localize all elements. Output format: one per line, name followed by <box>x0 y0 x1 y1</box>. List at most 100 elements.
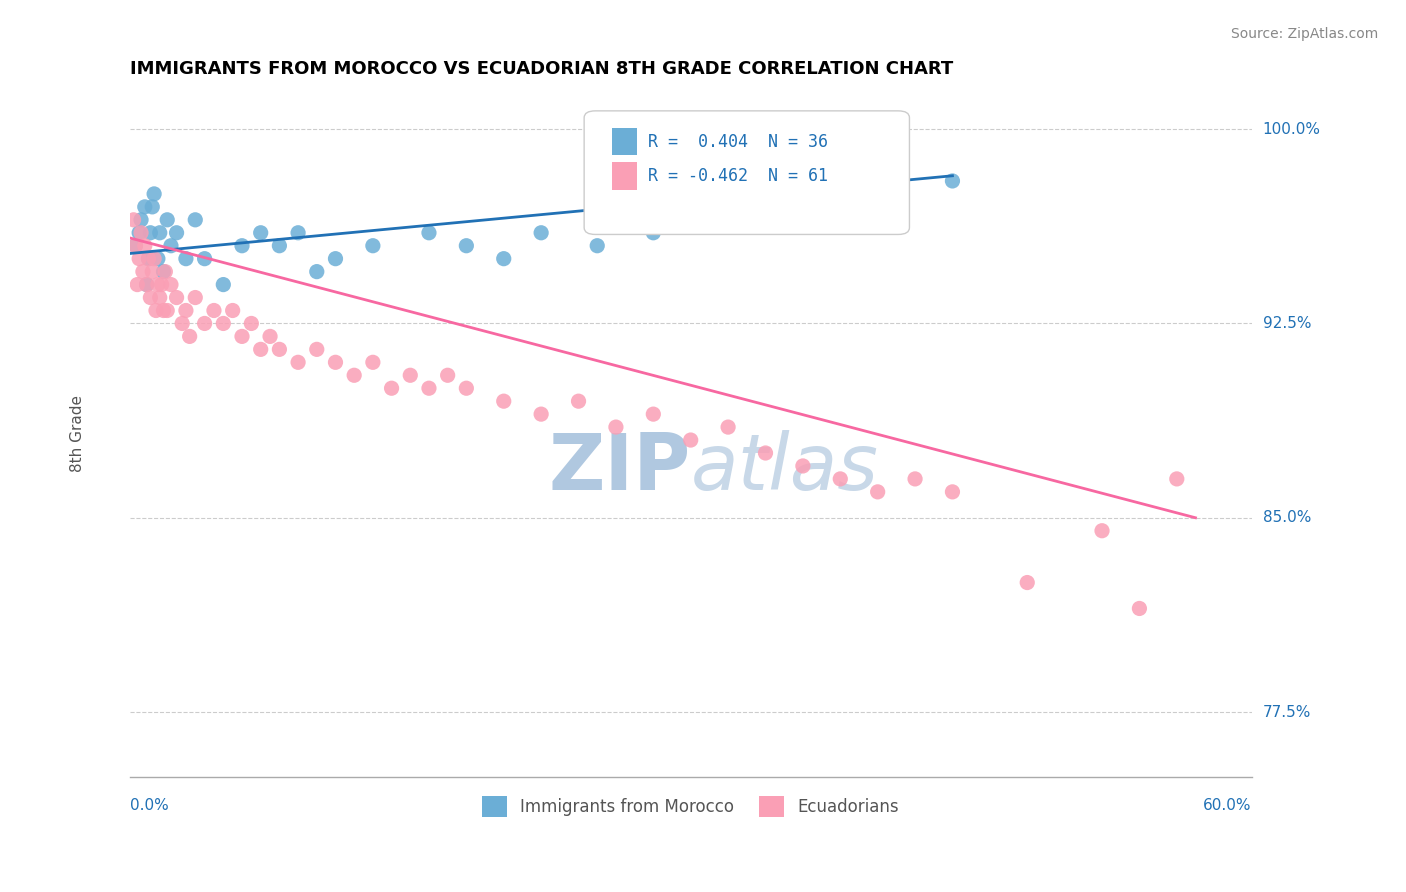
Point <box>343 368 366 383</box>
Point <box>128 252 150 266</box>
Point <box>361 238 384 252</box>
Point <box>586 238 609 252</box>
Point <box>202 303 225 318</box>
Point <box>146 277 169 292</box>
Point <box>605 420 627 434</box>
Point <box>194 252 217 266</box>
Point <box>530 407 553 421</box>
Point <box>941 484 963 499</box>
Text: Source: ZipAtlas.com: Source: ZipAtlas.com <box>1230 27 1378 41</box>
Point <box>866 484 889 499</box>
Point <box>492 394 515 409</box>
Point <box>754 446 776 460</box>
Point <box>179 329 201 343</box>
Point <box>149 291 172 305</box>
Point <box>141 200 163 214</box>
Text: 60.0%: 60.0% <box>1204 797 1251 813</box>
Point <box>418 381 440 395</box>
Text: 100.0%: 100.0% <box>1263 121 1320 136</box>
Point <box>150 277 173 292</box>
Point <box>128 226 150 240</box>
Point <box>138 252 160 266</box>
Legend: Immigrants from Morocco, Ecuadorians: Immigrants from Morocco, Ecuadorians <box>475 789 905 823</box>
Text: R = -0.462  N = 61: R = -0.462 N = 61 <box>648 167 828 186</box>
Text: 0.0%: 0.0% <box>129 797 169 813</box>
Point <box>456 381 478 395</box>
Point <box>166 291 188 305</box>
Point <box>1091 524 1114 538</box>
Point <box>717 420 740 434</box>
Point <box>143 252 166 266</box>
Point <box>174 252 197 266</box>
Point <box>830 472 852 486</box>
Point <box>287 226 309 240</box>
Point <box>141 265 163 279</box>
Point <box>269 238 291 252</box>
Point <box>184 212 207 227</box>
Point <box>325 355 347 369</box>
Text: 92.5%: 92.5% <box>1263 316 1312 331</box>
Point <box>231 329 253 343</box>
Point <box>160 238 183 252</box>
Point <box>127 277 149 292</box>
Point <box>249 226 271 240</box>
Point <box>679 433 702 447</box>
Point <box>122 212 145 227</box>
Point <box>129 212 152 227</box>
Point <box>212 317 235 331</box>
Point <box>380 381 402 395</box>
Point <box>194 317 217 331</box>
Point <box>717 212 740 227</box>
Point <box>221 303 243 318</box>
Point <box>231 238 253 252</box>
Point <box>1017 575 1039 590</box>
Point <box>156 303 179 318</box>
Point <box>325 252 347 266</box>
Text: 77.5%: 77.5% <box>1263 705 1310 720</box>
Point <box>792 458 814 473</box>
Point <box>129 226 152 240</box>
Point <box>184 291 207 305</box>
Point <box>124 238 146 252</box>
Text: IMMIGRANTS FROM MOROCCO VS ECUADORIAN 8TH GRADE CORRELATION CHART: IMMIGRANTS FROM MOROCCO VS ECUADORIAN 8T… <box>129 60 953 78</box>
Point <box>152 303 174 318</box>
Point <box>418 226 440 240</box>
Text: R =  0.404  N = 36: R = 0.404 N = 36 <box>648 133 828 151</box>
Point <box>643 226 665 240</box>
Point <box>135 277 157 292</box>
Point <box>143 186 166 201</box>
Point <box>212 277 235 292</box>
Point <box>399 368 422 383</box>
Point <box>492 252 515 266</box>
Point <box>643 407 665 421</box>
Text: ZIP: ZIP <box>548 430 690 506</box>
Text: 8th Grade: 8th Grade <box>70 395 84 472</box>
Point <box>134 238 156 252</box>
Point <box>172 317 194 331</box>
Point <box>305 265 328 279</box>
Point <box>149 226 172 240</box>
Point <box>138 252 160 266</box>
Point <box>941 174 963 188</box>
Point <box>361 355 384 369</box>
Point <box>456 238 478 252</box>
Point <box>249 343 271 357</box>
Point <box>166 226 188 240</box>
Point <box>1128 601 1150 615</box>
Point <box>436 368 458 383</box>
Bar <box>612 162 637 190</box>
Point <box>160 277 183 292</box>
FancyBboxPatch shape <box>583 111 910 235</box>
Point <box>135 277 157 292</box>
Point <box>156 212 179 227</box>
Text: atlas: atlas <box>690 430 879 506</box>
Text: 85.0%: 85.0% <box>1263 510 1310 525</box>
Point <box>139 226 162 240</box>
Point <box>134 200 156 214</box>
Point <box>866 186 889 201</box>
Point <box>530 226 553 240</box>
Point <box>287 355 309 369</box>
Point <box>904 472 927 486</box>
Point <box>132 265 155 279</box>
Point <box>174 303 197 318</box>
